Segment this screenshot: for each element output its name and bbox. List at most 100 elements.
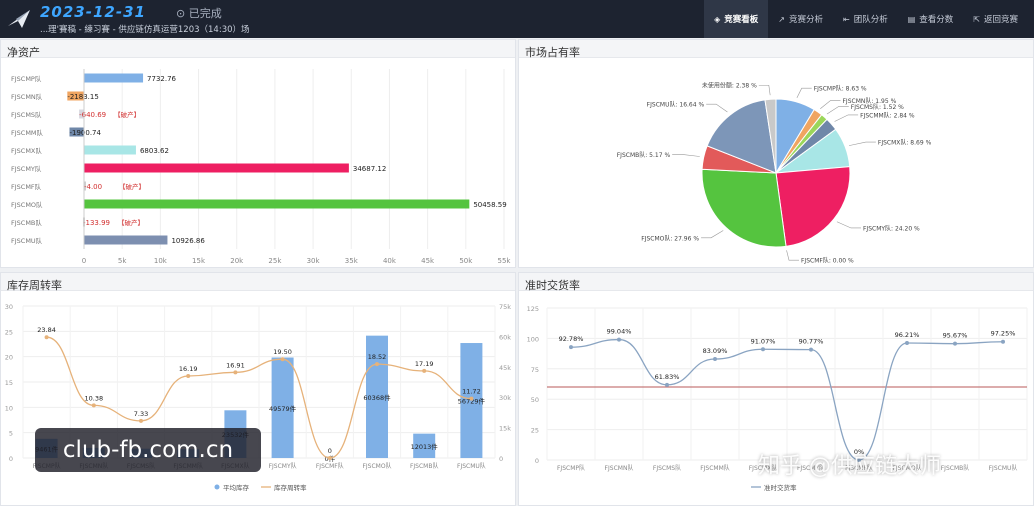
line-point — [1001, 339, 1005, 344]
check-circle-icon: ⊙ — [176, 7, 189, 20]
x-tick-label: FJSCMM队 — [700, 464, 730, 472]
panel-header — [519, 40, 1033, 58]
value-label: -2183.15 — [67, 93, 98, 101]
tab-label: 竞赛分析 — [788, 15, 823, 25]
tab-dashboard[interactable]: ◈ 竞赛看板 — [704, 0, 769, 38]
line-value-label: 10.38 — [84, 394, 103, 402]
x-tick-label: 0 — [82, 257, 86, 265]
y-tick-label: 50 — [531, 396, 539, 404]
right-tick-label: 45k — [499, 364, 511, 372]
left-tick-label: 10 — [5, 404, 13, 412]
tab-team-analysis[interactable]: ⇤ 团队分析 — [833, 0, 898, 38]
label-line — [834, 114, 859, 122]
y-tick-label: 75 — [531, 366, 539, 374]
x-tick-label: 15k — [192, 257, 206, 265]
x-tick-label: FJSCMY队 — [269, 462, 297, 470]
left-tick-label: 5 — [9, 430, 13, 438]
value-label: -1900.74 — [69, 129, 101, 137]
label-line — [836, 221, 861, 229]
label-line — [758, 84, 771, 96]
category-label: FJSCMX队 — [11, 146, 42, 155]
line-value-label: 11.72 — [462, 388, 481, 396]
x-tick-label: FJSCMY队 — [797, 464, 825, 472]
bar-value-label: 12013件 — [411, 442, 439, 451]
value-label: 34687.12 — [353, 165, 386, 173]
x-tick-label: 30k — [307, 257, 321, 265]
line-point — [327, 456, 332, 460]
x-tick-label: FJSCMP队 — [557, 464, 585, 472]
pie-slice — [764, 98, 777, 174]
line-point — [233, 370, 238, 375]
line-point — [186, 373, 191, 378]
team-icon: ⇤ — [842, 14, 850, 24]
x-tick-label: FJSCMO队 — [892, 464, 921, 472]
bar — [413, 433, 436, 458]
pie-slice — [706, 99, 777, 174]
line-value-label: 16.91 — [226, 361, 245, 369]
x-tick-label: 40k — [383, 257, 397, 265]
y-tick-label: 125 — [527, 305, 539, 313]
tab-back[interactable]: ⇱ 返回竞赛 — [963, 0, 1028, 38]
value-label: 7732.76 — [147, 75, 176, 83]
net-assets-panel: 净资产 0 5k 10k 15k 20k 25k 30k 35k 40k 45k 50k 55k FJS… — [0, 39, 516, 268]
bar-value-label: 56729件 — [458, 397, 486, 406]
y-tick-label: 25 — [531, 427, 539, 435]
line-value-label: 91.07% — [751, 337, 776, 345]
x-tick-label: 10k — [154, 257, 168, 265]
line-value-label: 99.04% — [607, 328, 632, 336]
x-tick-label: FJSCMF队 — [316, 462, 344, 470]
left-tick-label: 15 — [5, 379, 13, 387]
slice-label: FJSCMM队: 2.84 % — [860, 111, 915, 119]
category-label: FJSCMB队 — [11, 218, 42, 227]
competition-date: 2023-12-31 — [40, 3, 146, 21]
tab-label: 返回竞赛 — [983, 15, 1018, 25]
back-icon: ⇱ — [973, 14, 980, 24]
line-value-label: 0 — [328, 447, 332, 455]
value-label: 6803.62 — [140, 147, 169, 155]
on-time-delivery-panel: 准时交货率 0 25 50 75 100 125 92.78% 99.04% 61.83% 83.… — [518, 272, 1034, 506]
x-tick-label: FJSCMS队 — [653, 464, 681, 472]
bankrupt-tag: 【破产】 — [119, 182, 145, 191]
bankrupt-tag: 【破产】 — [114, 110, 140, 119]
slice-label: FJSCMF队: 0.00 % — [801, 257, 854, 265]
panel-header — [519, 273, 1033, 291]
label-line — [826, 106, 849, 115]
competition-subtitle: ...理'賽稿 - 練习賽 - 供应链仿真运营1203（14:30）场 — [40, 25, 250, 35]
line-point — [713, 356, 717, 361]
line-value-label: 19.50 — [273, 348, 292, 356]
line-value-label: 83.09% — [703, 347, 728, 355]
category-label: FJSCMY队 — [11, 164, 42, 173]
line-point — [617, 337, 621, 342]
label-line — [701, 230, 724, 239]
market-share-chart: FJSCMP队: 8.63 % FJSCMN队: 1.95 %FJSCMS队: 1… — [617, 82, 932, 265]
nav-tabs: ◈ 竞赛看板 ↗ 竞赛分析 ⇤ 团队分析 ▤ 查看分数 ⇱ 返回竞赛 — [704, 0, 1028, 38]
line-point — [665, 382, 669, 387]
x-tick-label: FJSCMB队 — [410, 462, 439, 470]
line-value-label: 95.67% — [943, 332, 968, 340]
line-point — [422, 368, 427, 373]
logo-icon — [8, 10, 30, 28]
tab-analysis[interactable]: ↗ 竞赛分析 — [768, 0, 833, 38]
y-tick-label: 0 — [535, 457, 539, 465]
bar-value-label: 60368件 — [363, 393, 391, 402]
tab-label: 竞赛看板 — [724, 15, 759, 25]
inventory-turnover-chart: 051015202530015k30k45k60k75k9461件FJSCMP队… — [5, 303, 512, 492]
pie-slice — [701, 168, 787, 248]
line-point — [857, 458, 861, 462]
slice-label: FJSCMN队: 1.95 % — [842, 97, 896, 105]
line-value-label: 16.19 — [179, 365, 198, 373]
dashboard-icon: ◈ — [714, 14, 721, 24]
bar — [84, 145, 136, 155]
value-label: 10926.86 — [171, 237, 205, 245]
watermark-left: club-fb.com.cn — [35, 428, 261, 472]
bar-value-label: 49579件 — [269, 404, 297, 413]
label-line — [786, 250, 799, 261]
line-point — [375, 362, 379, 367]
y-tick-label: 100 — [527, 335, 539, 343]
line-point — [91, 403, 96, 408]
left-tick-label: 20 — [5, 354, 13, 362]
legend-marker — [214, 484, 220, 490]
tab-scores[interactable]: ▤ 查看分数 — [898, 0, 964, 38]
category-label: FJSCMS队 — [11, 110, 42, 119]
value-label: -133.99 — [83, 219, 110, 227]
